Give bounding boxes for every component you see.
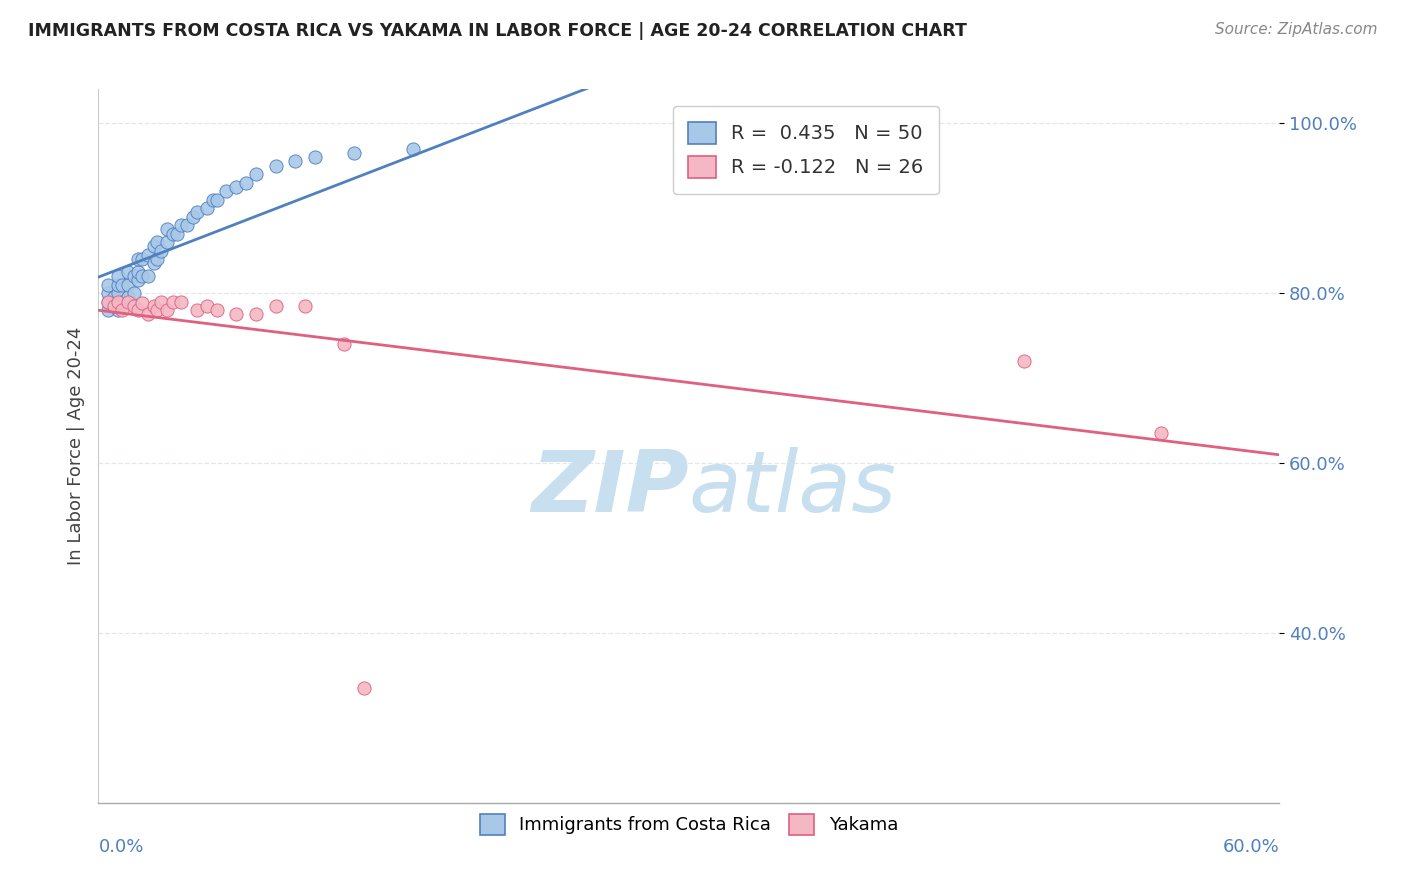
Point xyxy=(107,269,129,284)
Point xyxy=(107,303,129,318)
Point xyxy=(127,265,149,279)
Point xyxy=(195,299,218,313)
Point xyxy=(127,273,149,287)
Text: 0.0%: 0.0% xyxy=(98,838,143,855)
Point xyxy=(131,296,153,310)
Point xyxy=(245,167,267,181)
Point xyxy=(122,286,145,301)
Point xyxy=(142,256,165,270)
Point xyxy=(127,303,149,318)
Text: IMMIGRANTS FROM COSTA RICA VS YAKAMA IN LABOR FORCE | AGE 20-24 CORRELATION CHAR: IMMIGRANTS FROM COSTA RICA VS YAKAMA IN … xyxy=(28,22,967,40)
Point xyxy=(97,277,120,292)
Point xyxy=(111,303,134,318)
Text: 60.0%: 60.0% xyxy=(1223,838,1279,855)
Point xyxy=(117,294,139,309)
Y-axis label: In Labor Force | Age 20-24: In Labor Force | Age 20-24 xyxy=(66,326,84,566)
Point xyxy=(97,303,120,318)
Point xyxy=(235,176,257,190)
Point xyxy=(195,201,218,215)
Point xyxy=(146,235,169,249)
Text: atlas: atlas xyxy=(689,447,897,531)
Point xyxy=(117,290,139,304)
Text: ZIP: ZIP xyxy=(531,447,689,531)
Point xyxy=(215,184,238,198)
Point xyxy=(131,252,153,266)
Point xyxy=(150,294,173,309)
Point xyxy=(1150,426,1173,441)
Point xyxy=(156,235,179,249)
Point xyxy=(402,142,425,156)
Point xyxy=(181,210,204,224)
Point xyxy=(103,290,125,304)
Point xyxy=(150,244,173,258)
Point xyxy=(225,180,247,194)
Point xyxy=(146,252,169,266)
Point xyxy=(264,159,287,173)
Point xyxy=(111,277,134,292)
Point xyxy=(156,222,179,236)
Point xyxy=(1012,354,1035,368)
Point xyxy=(225,307,247,321)
Point xyxy=(136,269,159,284)
Point xyxy=(97,294,120,309)
Point xyxy=(294,299,316,313)
Point xyxy=(170,218,193,232)
Point xyxy=(107,294,129,309)
Point xyxy=(162,294,184,309)
Point xyxy=(142,299,165,313)
Point xyxy=(333,337,356,351)
Point xyxy=(264,299,287,313)
Point xyxy=(162,227,184,241)
Point xyxy=(353,681,375,695)
Legend: Immigrants from Costa Rica, Yakama: Immigrants from Costa Rica, Yakama xyxy=(471,805,907,844)
Point xyxy=(245,307,267,321)
Point xyxy=(717,133,740,147)
Point xyxy=(97,286,120,301)
Point xyxy=(136,307,159,321)
Point xyxy=(176,218,198,232)
Point xyxy=(117,277,139,292)
Point xyxy=(186,205,208,219)
Point xyxy=(142,239,165,253)
Point xyxy=(97,294,120,309)
Point xyxy=(146,303,169,318)
Point xyxy=(304,150,326,164)
Point xyxy=(107,286,129,301)
Text: Source: ZipAtlas.com: Source: ZipAtlas.com xyxy=(1215,22,1378,37)
Point xyxy=(127,252,149,266)
Point xyxy=(111,294,134,309)
Point xyxy=(156,303,179,318)
Point xyxy=(170,294,193,309)
Point xyxy=(122,269,145,284)
Point xyxy=(186,303,208,318)
Point xyxy=(284,154,307,169)
Point xyxy=(103,299,125,313)
Point xyxy=(136,248,159,262)
Point xyxy=(205,303,228,318)
Point xyxy=(166,227,188,241)
Point xyxy=(205,193,228,207)
Point xyxy=(117,265,139,279)
Point xyxy=(107,277,129,292)
Point xyxy=(131,269,153,284)
Point xyxy=(201,193,224,207)
Point xyxy=(122,299,145,313)
Point xyxy=(343,145,366,160)
Point xyxy=(103,299,125,313)
